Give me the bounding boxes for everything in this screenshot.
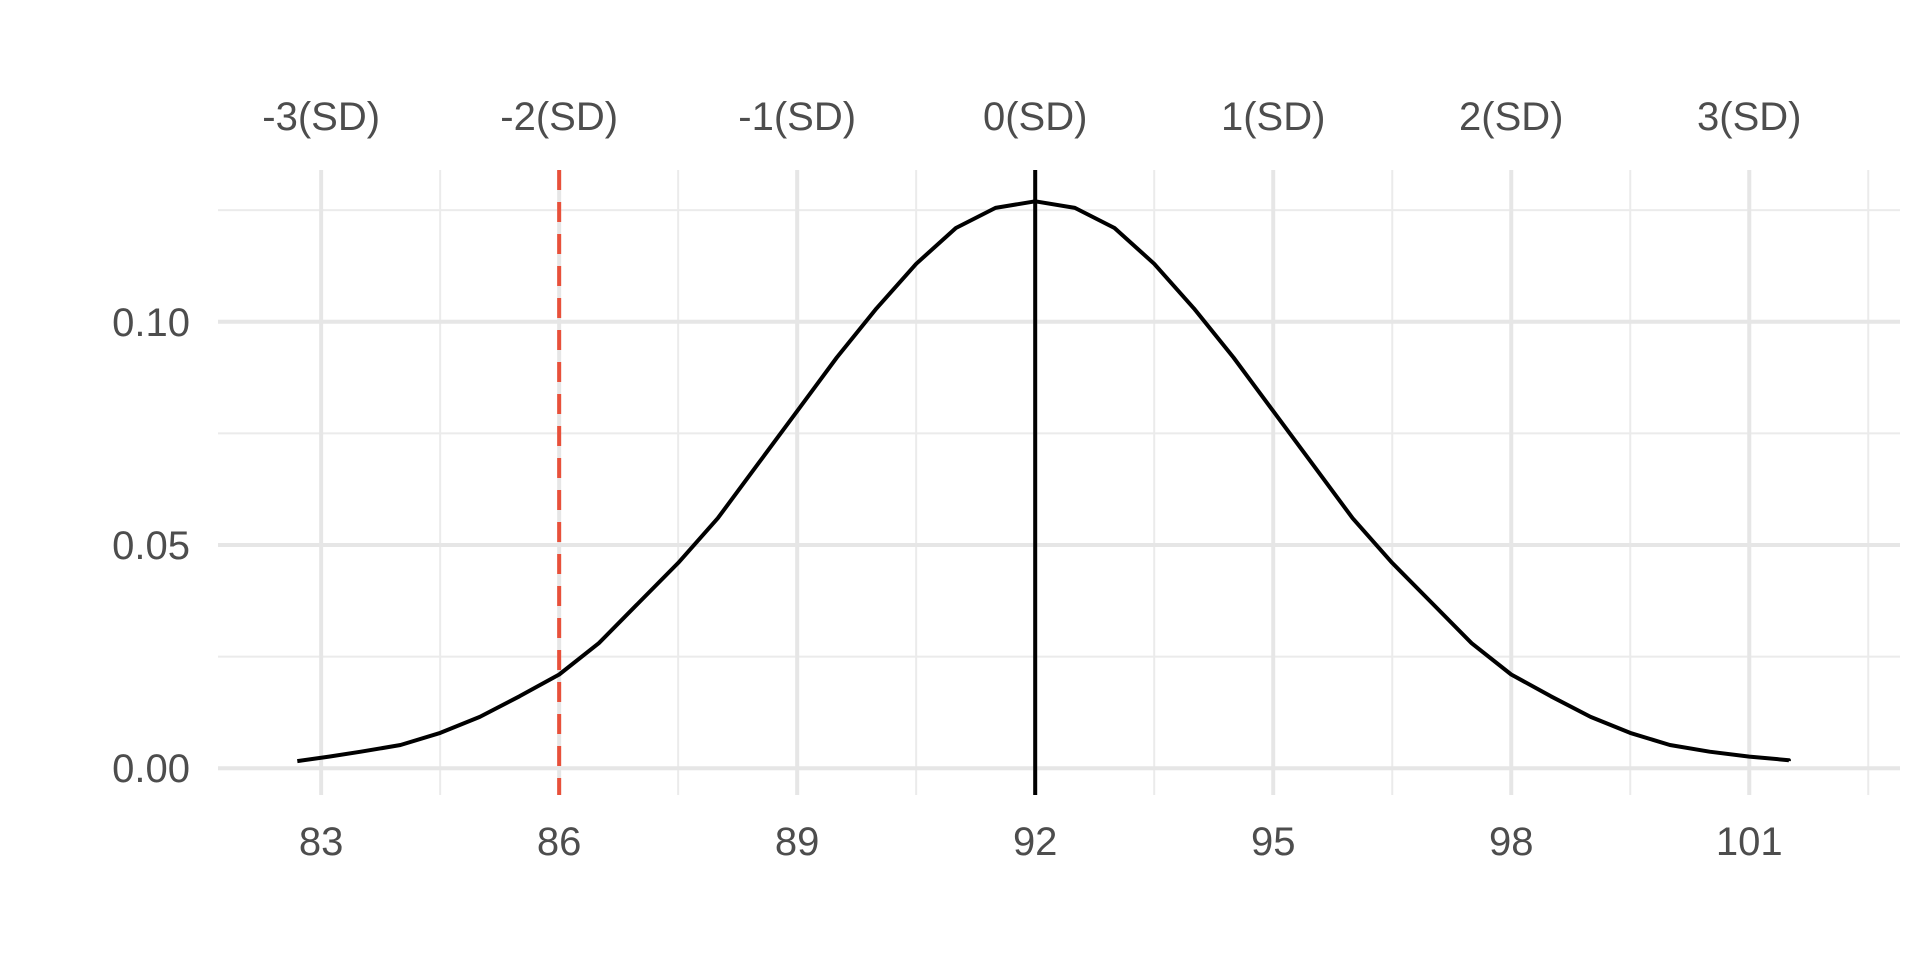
x-tick-label: 101: [1716, 820, 1783, 864]
top-sd-label: 1(SD): [1221, 95, 1325, 139]
top-sd-label: 0(SD): [983, 95, 1087, 139]
series-layer: [297, 199, 1791, 764]
grid-layer: [218, 170, 1900, 795]
x-tick-label: 95: [1251, 820, 1296, 864]
y-tick-label: 0.05: [112, 524, 190, 568]
x-tick-label: 98: [1489, 820, 1534, 864]
x-tick-label: 83: [299, 820, 344, 864]
y-tick-label: 0.00: [112, 747, 190, 791]
density-curve: [297, 199, 1791, 764]
top-sd-label: 2(SD): [1459, 95, 1563, 139]
tick-labels: 83 86 89 92 95 98 101 -3(SD) -2(SD) -1(SD) 0(SD) 1(…: [112, 95, 1801, 864]
top-sd-label: -2(SD): [500, 95, 618, 139]
x-tick-label: 92: [1013, 820, 1058, 864]
x-tick-label: 86: [537, 820, 582, 864]
top-sd-label: 3(SD): [1697, 95, 1801, 139]
reference-lines: [557, 170, 1038, 795]
top-sd-label: -3(SD): [262, 95, 380, 139]
y-tick-label: 0.10: [112, 301, 190, 345]
top-sd-label: -1(SD): [738, 95, 856, 139]
x-tick-label: 89: [775, 820, 820, 864]
